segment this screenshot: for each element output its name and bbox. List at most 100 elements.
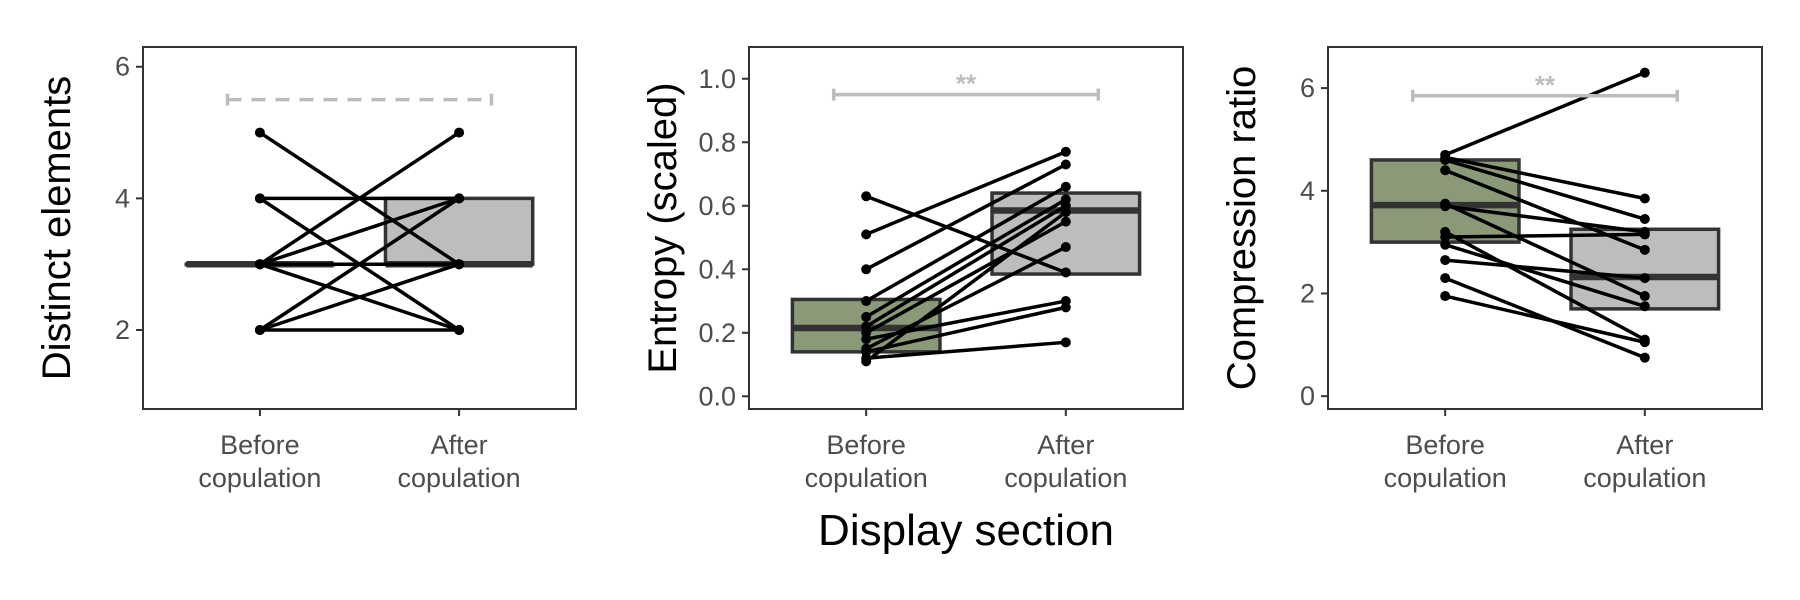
point-before bbox=[861, 191, 872, 202]
paired-line bbox=[865, 162, 1067, 271]
paired-line bbox=[1445, 232, 1645, 239]
panel-border bbox=[142, 46, 577, 410]
y-tick-label: 4 bbox=[1300, 176, 1315, 206]
point-before bbox=[254, 127, 265, 138]
paired-line bbox=[259, 196, 460, 266]
point-before bbox=[1440, 201, 1451, 212]
paired-line bbox=[1444, 243, 1646, 308]
point-after bbox=[1639, 291, 1650, 302]
point-after bbox=[1060, 159, 1071, 170]
paired-line bbox=[865, 185, 1067, 303]
paired-line bbox=[865, 150, 1067, 236]
point-after bbox=[1639, 214, 1650, 225]
point-before bbox=[1440, 273, 1451, 284]
point-before bbox=[861, 356, 872, 367]
y-tick-label: 0.0 bbox=[698, 381, 736, 411]
point-before bbox=[861, 334, 872, 345]
point-before bbox=[861, 229, 872, 240]
point-after bbox=[1639, 273, 1650, 284]
point-after bbox=[1639, 352, 1650, 363]
y-tick-label: 0 bbox=[1300, 381, 1315, 411]
x-tick-label-line: After bbox=[431, 430, 488, 460]
paired-line bbox=[1444, 294, 1646, 344]
point-before bbox=[861, 264, 872, 275]
x-tick-label-line: copulation bbox=[198, 463, 321, 493]
point-before bbox=[861, 296, 872, 307]
y-tick-label: 4 bbox=[115, 183, 130, 213]
x-tick-label: After copulation bbox=[1583, 430, 1706, 493]
y-axis-title: Compression ratio bbox=[1220, 66, 1264, 391]
x-tick-label-line: copulation bbox=[1583, 463, 1706, 493]
x-tick-label-line: copulation bbox=[398, 463, 521, 493]
x-tick-label: After copulation bbox=[398, 430, 521, 493]
x-tick-label-line: copulation bbox=[1384, 463, 1507, 493]
paired-line bbox=[1444, 158, 1646, 221]
paired-line bbox=[1444, 71, 1646, 157]
y-tick-label: 6 bbox=[1300, 73, 1315, 103]
point-after bbox=[454, 127, 465, 138]
y-tick-label: 6 bbox=[115, 52, 130, 82]
y-tick-label: 2 bbox=[1300, 278, 1315, 308]
paired-line bbox=[865, 204, 1067, 328]
y-tick-label: 2 bbox=[115, 315, 130, 345]
point-after bbox=[1639, 67, 1650, 78]
point-after bbox=[1060, 267, 1071, 278]
paired-line bbox=[865, 197, 1067, 319]
point-before bbox=[861, 311, 872, 322]
point-after bbox=[454, 259, 465, 270]
point-after bbox=[1060, 146, 1071, 157]
paired-line bbox=[1444, 204, 1646, 234]
point-after bbox=[1639, 193, 1650, 204]
point-before bbox=[1440, 165, 1451, 176]
x-tick-label-line: copulation bbox=[805, 463, 928, 493]
box-after bbox=[383, 196, 535, 266]
y-tick-label: 0.8 bbox=[698, 127, 736, 157]
x-tick-label-line: Before bbox=[220, 430, 300, 460]
panel-border bbox=[748, 46, 1184, 410]
x-tick-label: After copulation bbox=[1004, 430, 1127, 493]
point-after bbox=[1060, 181, 1071, 192]
point-after bbox=[1639, 301, 1650, 312]
x-axis-title: Display section bbox=[818, 506, 1114, 555]
point-after bbox=[1060, 242, 1071, 253]
point-after bbox=[1639, 229, 1650, 240]
paired-line bbox=[1444, 155, 1646, 201]
significance-label: ** bbox=[1535, 70, 1556, 100]
paired-line bbox=[1445, 258, 1645, 280]
x-tick-label-line: After bbox=[1037, 430, 1094, 460]
x-tick-label-line: Before bbox=[826, 430, 906, 460]
point-after bbox=[1060, 207, 1071, 218]
x-tick-label-line: Before bbox=[1405, 430, 1485, 460]
y-tick-label: 0.6 bbox=[698, 191, 736, 221]
point-before bbox=[254, 193, 265, 204]
x-tick-label-line: copulation bbox=[1004, 463, 1127, 493]
point-before bbox=[1440, 291, 1451, 302]
point-after bbox=[1060, 337, 1071, 348]
x-tick-label: Before copulation bbox=[198, 430, 321, 493]
x-tick-label: Before copulation bbox=[1384, 430, 1507, 493]
point-after bbox=[1060, 302, 1071, 313]
paired-line bbox=[1444, 202, 1646, 298]
point-after bbox=[454, 193, 465, 204]
paired-line bbox=[865, 194, 1067, 275]
significance-label: ** bbox=[956, 69, 977, 99]
point-after bbox=[1060, 216, 1071, 227]
point-after bbox=[454, 325, 465, 336]
point-before bbox=[1440, 255, 1451, 266]
x-tick-label: Before copulation bbox=[805, 430, 928, 493]
point-before bbox=[1440, 154, 1451, 165]
point-before bbox=[254, 325, 265, 336]
paired-line bbox=[865, 305, 1067, 354]
x-tick-label-line: After bbox=[1616, 430, 1673, 460]
paired-line bbox=[865, 220, 1067, 335]
point-after bbox=[1639, 244, 1650, 255]
paired-line bbox=[258, 131, 461, 266]
paired-line bbox=[866, 340, 1066, 360]
paired-line bbox=[1444, 230, 1646, 342]
paired-line bbox=[865, 245, 1067, 351]
point-before bbox=[1440, 239, 1451, 250]
